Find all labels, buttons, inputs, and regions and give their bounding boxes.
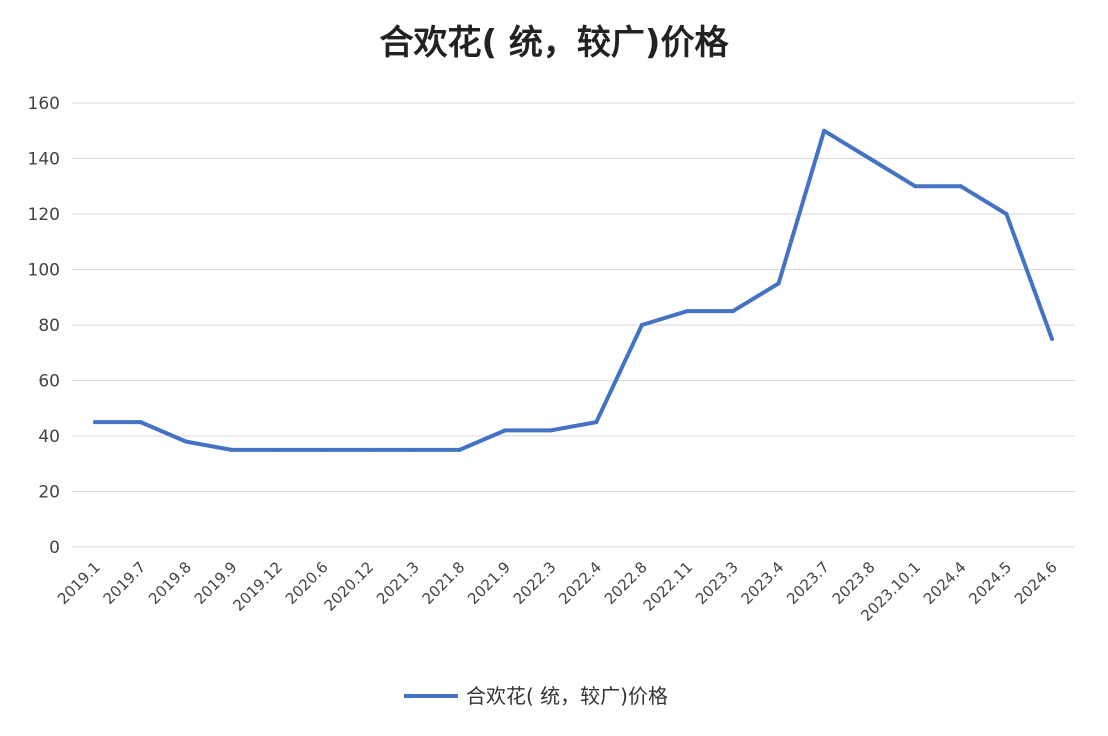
data-point (229, 447, 234, 452)
y-tick-label: 160 (28, 94, 60, 114)
x-tick-label: 2020.12 (321, 558, 378, 615)
y-axis-ticks: 0 20 40 60 80 100 120 140 160 (28, 94, 60, 558)
series-line (93, 128, 1054, 452)
data-point (275, 447, 280, 452)
data-point (320, 447, 325, 452)
x-tick-label: 2019.8 (145, 558, 195, 608)
x-tick-label: 2019.12 (230, 558, 287, 615)
data-point (1004, 212, 1009, 216)
y-tick-label: 80 (38, 316, 60, 336)
data-point (685, 309, 690, 314)
x-tick-label: 2024.6 (1011, 558, 1061, 608)
x-tick-label: 2022.3 (510, 558, 560, 608)
data-point (822, 128, 827, 133)
y-tick-label: 120 (28, 205, 60, 225)
data-point (412, 447, 416, 452)
data-point (731, 309, 735, 314)
x-tick-label: 2021.8 (419, 558, 469, 608)
data-point (548, 428, 553, 433)
data-point (776, 281, 781, 286)
x-tick-label: 2023.3 (692, 558, 742, 608)
y-tick-label: 140 (28, 150, 60, 170)
legend-label: 合欢花( 统，较广)价格 (466, 684, 668, 708)
x-axis-ticks: 2019.12019.72019.82019.92019.122020.6202… (54, 558, 1061, 625)
data-point (958, 184, 963, 189)
y-tick-label: 20 (38, 483, 60, 503)
data-point (503, 428, 508, 433)
data-point (594, 420, 599, 425)
data-point (913, 184, 918, 189)
x-tick-label: 2024.5 (965, 558, 1015, 608)
y-tick-label: 0 (49, 538, 60, 558)
data-point (138, 420, 143, 425)
data-point (366, 447, 371, 452)
x-tick-label: 2023.4 (738, 558, 788, 608)
series-layer (93, 128, 1054, 452)
x-tick-label: 2019.7 (100, 558, 150, 608)
y-tick-label: 100 (28, 261, 60, 281)
data-point (93, 420, 97, 425)
x-tick-label: 2021.3 (373, 558, 423, 608)
x-tick-label: 2022.4 (555, 558, 605, 608)
chart-title: 合欢花( 统，较广)价格 (380, 23, 730, 63)
x-tick-label: 2024.4 (920, 558, 970, 608)
y-tick-label: 60 (38, 372, 60, 392)
data-point (184, 439, 189, 444)
gridlines (72, 102, 1075, 548)
x-tick-label: 2023.7 (783, 558, 833, 608)
x-tick-label: 2022.11 (640, 558, 697, 615)
legend: 合欢花( 统，较广)价格 (404, 684, 668, 708)
data-point (867, 156, 872, 161)
y-tick-label: 40 (38, 427, 60, 447)
data-point (1050, 336, 1054, 341)
data-point (639, 323, 644, 327)
x-tick-label: 2019.1 (54, 558, 104, 608)
x-tick-label: 2021.9 (464, 558, 514, 608)
data-point (457, 447, 462, 452)
